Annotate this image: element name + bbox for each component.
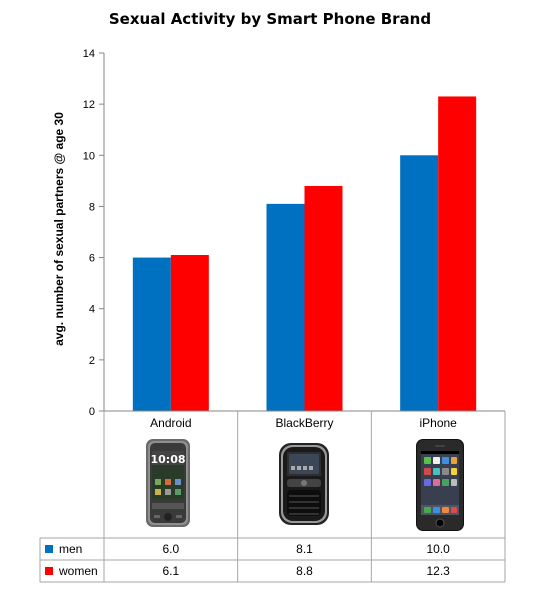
y-tick-label: 10 xyxy=(83,150,95,162)
y-tick-label: 2 xyxy=(89,355,95,367)
data-label-men-android: 6.0 xyxy=(162,542,179,556)
legend-label-men: men xyxy=(59,542,82,556)
iphone-icon xyxy=(416,439,464,531)
x-tick-label: Android xyxy=(150,416,191,430)
bar-men-iphone xyxy=(400,155,439,411)
x-tick-label: BlackBerry xyxy=(275,416,333,430)
y-tick-label: 0 xyxy=(89,406,95,418)
legend-key-women xyxy=(45,567,53,575)
bar-men-blackberry xyxy=(266,203,305,411)
bar-women-iphone xyxy=(438,96,477,411)
legend-label-women: women xyxy=(58,564,98,578)
y-axis-label: avg. number of sexual partners @ age 30 xyxy=(52,112,66,346)
y-tick-label: 14 xyxy=(83,48,95,60)
android-phone-icon: 10:08 xyxy=(146,439,190,527)
plot-area: 0 2 4 6 8 10 12 14 xyxy=(83,48,505,418)
data-label-men-iphone: 10.0 xyxy=(426,542,450,556)
category-images: 10:08 xyxy=(146,439,464,531)
y-tick-label: 8 xyxy=(89,201,95,213)
y-tick-label: 12 xyxy=(83,99,95,111)
data-label-women-iphone: 12.3 xyxy=(426,564,450,578)
svg-text:10:08: 10:08 xyxy=(150,453,185,466)
x-tick-label: iPhone xyxy=(419,416,457,430)
bar-men-android xyxy=(132,257,171,411)
blackberry-phone-icon xyxy=(279,443,329,525)
bar-women-blackberry xyxy=(304,185,343,411)
data-label-women-blackberry: 8.8 xyxy=(296,564,313,578)
data-label-women-android: 6.1 xyxy=(162,564,179,578)
legend-key-men xyxy=(45,545,53,553)
bar-women-android xyxy=(170,255,209,411)
data-label-men-blackberry: 8.1 xyxy=(296,542,313,556)
data-table: Android BlackBerry iPhone men 6.0 8.1 10.0 wome… xyxy=(39,411,506,583)
y-tick-label: 6 xyxy=(89,253,95,265)
y-tick-label: 4 xyxy=(89,304,95,316)
chart-title: Sexual Activity by Smart Phone Brand xyxy=(109,10,431,28)
